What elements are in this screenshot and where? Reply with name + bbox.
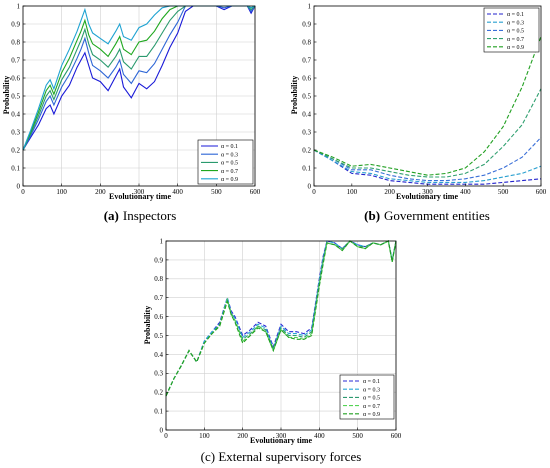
chart-a-legend-label-4: α = 0.7 [221,169,238,175]
chart-c-y-tick-label: 0.6 [154,313,163,321]
chart-a-legend-label-1: α = 0.1 [221,144,238,150]
chart-a-y-tick-label: 0.6 [11,74,20,82]
chart-c-x-tick-label: 500 [352,432,363,440]
chart-c-x-tick-label: 600 [391,432,402,440]
chart-c-y-tick-label: 0.9 [154,256,163,264]
chart-a-x-tick-label: 500 [211,188,222,196]
chart-a-x-tick-label: 400 [172,188,183,196]
chart-b-x-tick-label: 200 [384,188,395,196]
chart-b-plot-area: 0 100 200 300 400 500 600 0 0.1 0.2 0.3 0.4 0.5 0.6 0.… [302,2,547,196]
chart-a-x-tick-label: 0 [21,188,25,196]
caption-a-letter: (a) [104,208,119,223]
chart-a-y-tick-label: 0.7 [11,56,20,64]
chart-a-x-tick-label: 600 [250,188,261,196]
chart-b-y-tick-label: 0.4 [302,110,311,118]
chart-panel-external: 0 100 200 300 400 500 600 0 0.1 0.2 0.3 0.4 0.5 0.6 0.… [143,237,402,464]
chart-c-legend-label-2: α = 0.3 [363,387,380,393]
chart-a-x-tick-label: 300 [134,188,145,196]
panel-a-background [0,0,270,230]
chart-b-series-line-4 [313,88,542,178]
chart-b-x-tick-label: 300 [422,188,433,196]
chart-a-y-tick-label: 0.2 [11,146,20,154]
chart-c-y-tick-label: 0.3 [154,370,163,378]
chart-a-legend-label-5: α = 0.9 [221,177,238,183]
chart-b-legend: α = 0.1 α = 0.3 α = 0.5 α = 0.7 α = 0.9 [483,7,540,53]
chart-b-y-tick-label: 0.8 [302,38,311,46]
chart-c-xlabel: Evolutionary time [250,436,312,445]
chart-c-y-tick-label: 1 [160,237,164,245]
chart-c-x-tick-label: 0 [164,432,168,440]
caption-b-text: Government entities [384,208,490,223]
chart-a-y-tick-label: 0.1 [11,164,20,172]
chart-a-y-tick-label: 0.9 [11,20,20,28]
chart-a-legend-label-3: α = 0.5 [221,161,238,167]
chart-c-series-line-5 [165,240,397,397]
chart-b-x-tick-label: 500 [498,188,509,196]
chart-b-y-tick-label: 0.5 [302,92,311,100]
chart-a-x-tick-label: 100 [56,188,67,196]
chart-b-y-tick-label: 0.1 [302,164,311,172]
chart-b-y-tick-label: 0.6 [302,74,311,82]
chart-b-y-tick-label: 0.3 [302,128,311,136]
chart-b-x-tick-label: 600 [536,188,547,196]
caption-a: (a) Inspectors [104,208,177,223]
chart-c-legend-label-5: α = 0.9 [363,412,380,418]
chart-c-y-tick-label: 0.7 [154,294,163,302]
chart-b-y-tick-label: 1 [308,2,312,10]
caption-c: (c) External supervisory forces [201,449,362,464]
chart-a-y-tick-label: 0 [17,182,21,190]
chart-c-legend-label-1: α = 0.1 [363,379,380,385]
chart-a-y-tick-label: 0.4 [11,110,20,118]
chart-a-y-tick-label: 1 [17,2,21,10]
caption-b-letter: (b) [364,208,380,223]
chart-b-y-tick-label: 0 [308,182,312,190]
chart-b-y-tick-label: 0.7 [302,56,311,64]
chart-c-y-tick-label: 0.4 [154,351,163,359]
chart-a-ylabel: Probability [2,76,11,115]
chart-c-x-tick-label: 100 [199,432,210,440]
chart-b-y-tick-label: 0.9 [302,20,311,28]
chart-b-series-line-2 [313,149,542,183]
chart-b-ylabel: Probability [290,76,299,115]
chart-a-x-tick-label: 200 [95,188,106,196]
chart-a-plot-area: 0 100 200 300 400 500 600 0 0.1 0.2 0.3 0.4 0.5 0.6 0.… [11,2,261,196]
chart-a-xlabel: Evolutionary time [109,192,171,201]
chart-b-y-tick-label: 0.2 [302,146,311,154]
chart-c-y-tick-label: 0.2 [154,389,163,397]
chart-c-y-tick-label: 0.1 [154,408,163,416]
chart-a-legend-label-2: α = 0.3 [221,152,238,158]
chart-b-series-line-5 [313,36,542,176]
chart-c-plot-area: 0 100 200 300 400 500 600 0 0.1 0.2 0.3 0.4 0.5 0.6 0.… [154,237,402,440]
chart-b-series-line-3 [313,137,542,182]
chart-b-legend-label-3: α = 0.5 [507,29,524,35]
chart-b-legend-label-2: α = 0.3 [507,20,524,26]
chart-c-y-tick-label: 0.8 [154,275,163,283]
chart-c-x-tick-label: 300 [276,432,287,440]
chart-b-x-tick-label: 0 [312,188,316,196]
chart-panel-inspectors: 0 100 200 300 400 500 600 0 0.1 0.2 0.3 0.4 0.5 0.6 0.… [0,0,270,230]
chart-c-x-tick-label: 200 [237,432,248,440]
chart-c-y-tick-label: 0.5 [154,332,163,340]
chart-a-y-tick-label: 0.8 [11,38,20,46]
chart-c-y-tick-label: 0 [160,426,164,434]
caption-b: (b) Government entities [364,208,490,223]
chart-b-legend-label-1: α = 0.1 [507,12,524,18]
chart-b-x-tick-label: 400 [460,188,471,196]
chart-b-legend-label-4: α = 0.7 [507,37,524,43]
chart-c-x-tick-label: 400 [314,432,325,440]
chart-c-legend-label-4: α = 0.7 [363,404,380,410]
chart-a-y-tick-label: 0.3 [11,128,20,136]
chart-c-ylabel: Probability [143,306,152,345]
chart-b-x-tick-label: 100 [347,188,358,196]
chart-c-series-line-2 [165,240,397,397]
chart-panel-government: 0 100 200 300 400 500 600 0 0.1 0.2 0.3 0.4 0.5 0.6 0.… [290,2,547,223]
chart-c-legend-label-3: α = 0.5 [363,396,380,402]
chart-b-legend-label-5: α = 0.9 [507,45,524,51]
caption-a-text: Inspectors [123,208,176,223]
chart-a-legend: α = 0.1 α = 0.3 α = 0.5 α = 0.7 α = 0.9 [197,139,254,185]
chart-b-xlabel: Evolutionary time [396,192,458,201]
chart-c-legend: α = 0.1 α = 0.3 α = 0.5 α = 0.7 α = 0.9 [339,374,395,420]
chart-a-y-tick-label: 0.5 [11,92,20,100]
